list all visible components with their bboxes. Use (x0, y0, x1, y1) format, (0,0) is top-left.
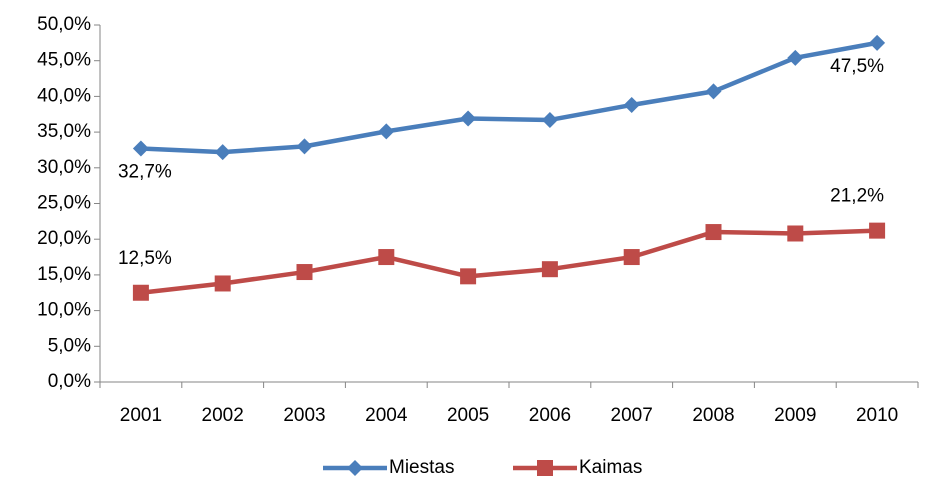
point (214, 275, 231, 292)
point (787, 49, 804, 66)
y-tick-label: 35,0% (37, 121, 91, 142)
x-tick-label: 2006 (529, 405, 571, 426)
x-tick-label: 2004 (365, 405, 408, 426)
point (460, 268, 477, 285)
data-label: 32,7% (118, 162, 172, 183)
x-tick-label: 2008 (692, 405, 734, 426)
point (623, 249, 640, 266)
y-tick-label: 25,0% (37, 193, 91, 214)
point (214, 144, 231, 161)
point (541, 111, 558, 128)
x-tick-label: 2007 (611, 405, 653, 426)
legend-label: Kaimas (579, 457, 642, 478)
point (623, 96, 640, 113)
y-tick-label: 10,0% (37, 300, 91, 321)
x-tick-label: 2003 (283, 405, 325, 426)
legend-marker (537, 460, 553, 476)
point (132, 284, 149, 301)
data-label: 47,5% (830, 56, 884, 77)
series-line (140, 40, 878, 155)
y-tick-label: 50,0% (37, 14, 91, 35)
x-tick-label: 2002 (202, 405, 244, 426)
y-tick-label: 40,0% (37, 85, 91, 106)
x-tick-label: 2001 (120, 405, 162, 426)
y-tick-label: 20,0% (37, 228, 91, 249)
point (787, 225, 804, 242)
point (296, 264, 313, 281)
x-tick-label: 2009 (774, 405, 816, 426)
point (705, 224, 722, 241)
point (705, 83, 722, 100)
point (296, 138, 313, 155)
point (132, 140, 149, 157)
y-tick-label: 45,0% (37, 50, 91, 71)
point (869, 34, 886, 51)
point (378, 249, 395, 266)
point (541, 261, 558, 278)
point (460, 110, 477, 127)
y-tick-label: 5,0% (48, 335, 91, 356)
series-line (140, 228, 878, 295)
y-tick-label: 0,0% (48, 371, 91, 392)
y-tick-label: 15,0% (37, 264, 91, 285)
y-tick-label: 30,0% (37, 157, 91, 178)
x-tick-label: 2010 (856, 405, 898, 426)
data-label: 12,5% (118, 248, 172, 269)
data-label: 21,2% (830, 186, 884, 207)
legend-marker (347, 460, 363, 476)
point (378, 123, 395, 140)
legend-label: Miestas (389, 457, 454, 478)
point (869, 222, 886, 239)
x-tick-label: 2005 (447, 405, 489, 426)
